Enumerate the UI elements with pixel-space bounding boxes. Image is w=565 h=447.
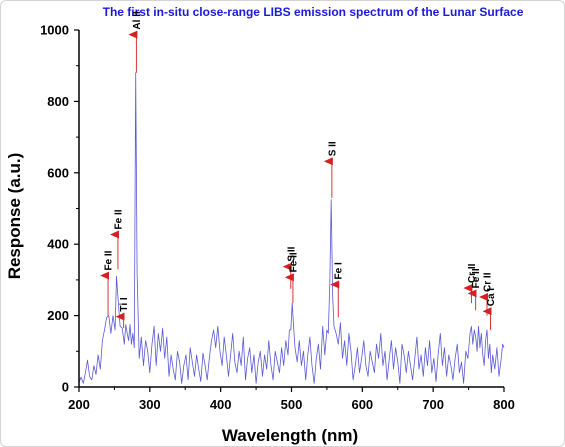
peak-label: Cr II [467, 263, 478, 283]
y-tick-label: 800 [47, 94, 69, 109]
x-tick-label: 200 [68, 397, 90, 412]
x-axis-title: Wavelength (nm) [222, 426, 358, 445]
y-tick-label: 200 [47, 308, 69, 323]
peak-label: S II [327, 141, 338, 156]
axes: 200 300 400 500 600 700 800 0 200 400 600 800 1000 [40, 23, 515, 413]
x-tick-label: 700 [422, 397, 444, 412]
peak-label: Fe II [288, 252, 299, 272]
chart-title: The first in-situ close-range LIBS emiss… [103, 5, 524, 19]
x-tick-label: 300 [139, 397, 161, 412]
peak-label: Ca I [486, 288, 497, 307]
peak-label: Al II [132, 11, 143, 30]
peak-label: Fe II [471, 268, 482, 288]
x-tick-label: 500 [281, 397, 303, 412]
x-tick-label: 400 [210, 397, 232, 412]
y-tick-label: 0 [62, 380, 69, 395]
peak-label: Ti I [119, 297, 130, 311]
peak-label: Fe II [104, 250, 115, 270]
x-tick-label: 600 [351, 397, 373, 412]
y-axis-title: Response (a.u.) [5, 153, 24, 280]
plot-area [78, 72, 505, 384]
peak-label: S II [286, 246, 297, 261]
peak-label: Fe II [113, 209, 124, 229]
peak-label: Fe I [334, 262, 345, 279]
y-tick-label: 1000 [40, 23, 69, 38]
spectrum-line-0 [78, 72, 505, 384]
peak-label: Cr II [483, 272, 494, 292]
y-tick-label: 600 [47, 165, 69, 180]
y-tick-label: 400 [47, 237, 69, 252]
x-tick-label: 800 [493, 397, 515, 412]
